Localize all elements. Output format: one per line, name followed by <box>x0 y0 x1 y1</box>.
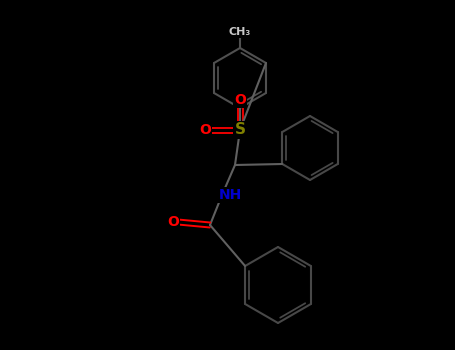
Text: S: S <box>234 122 246 138</box>
Text: O: O <box>167 215 179 229</box>
Text: O: O <box>234 93 246 107</box>
Text: CH₃: CH₃ <box>229 27 251 37</box>
Text: NH: NH <box>218 188 242 202</box>
Text: O: O <box>199 123 211 137</box>
